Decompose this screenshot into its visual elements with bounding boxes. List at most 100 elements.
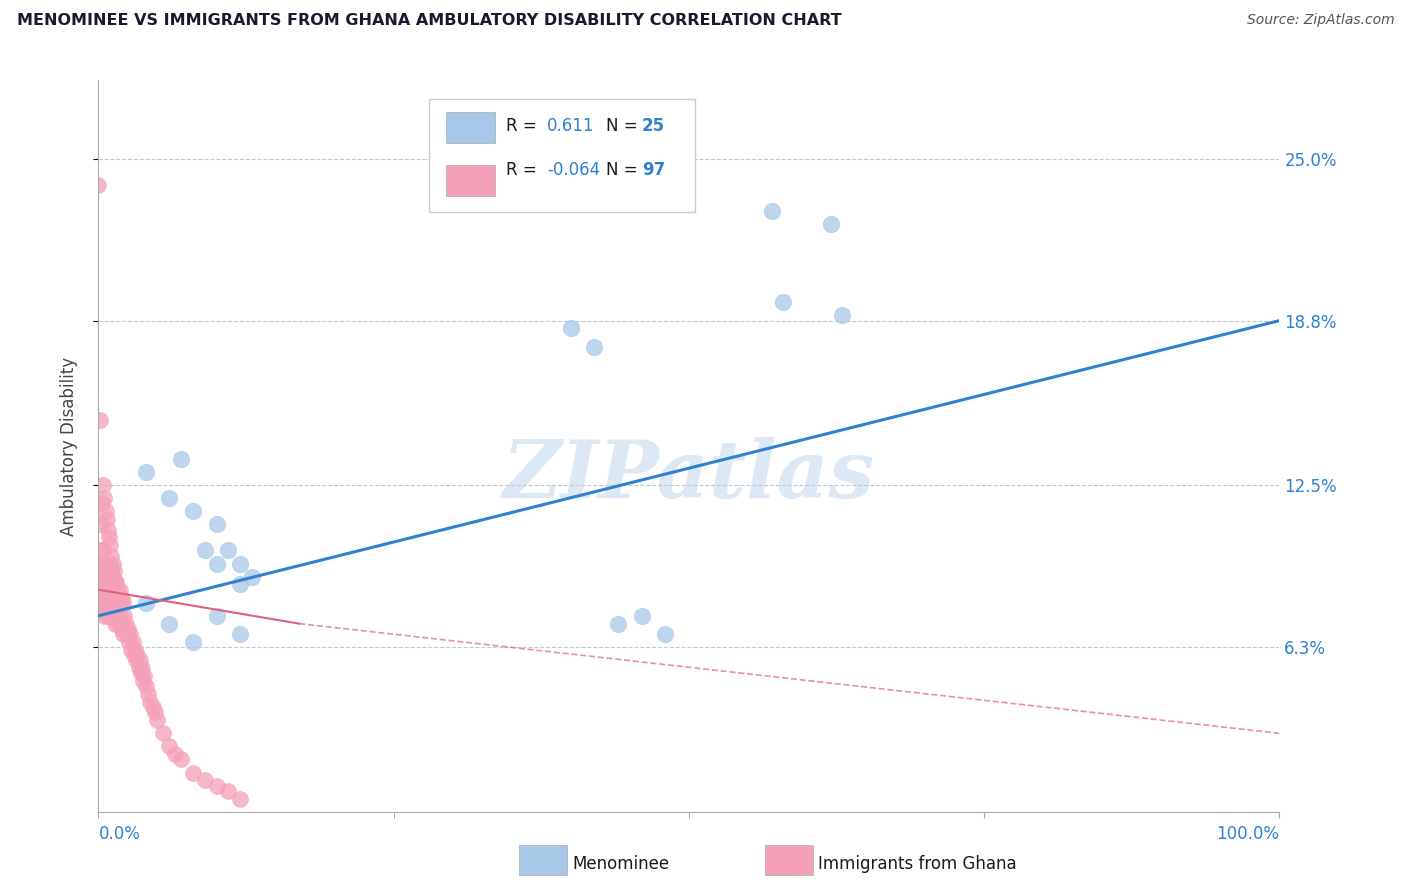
Point	[98, 557, 121, 571]
Point	[129, 666, 152, 681]
Point	[181, 635, 204, 649]
Point	[103, 608, 125, 623]
Point	[108, 608, 131, 623]
Point	[139, 695, 162, 709]
Point	[89, 413, 111, 427]
Point	[97, 608, 120, 623]
Text: Source: ZipAtlas.com: Source: ZipAtlas.com	[1247, 13, 1395, 28]
Text: -0.064: -0.064	[547, 161, 600, 178]
Text: 100.0%: 100.0%	[1216, 825, 1279, 843]
Point	[194, 773, 217, 788]
Text: MENOMINEE VS IMMIGRANTS FROM GHANA AMBULATORY DISABILITY CORRELATION CHART: MENOMINEE VS IMMIGRANTS FROM GHANA AMBUL…	[17, 13, 842, 29]
Point	[93, 608, 115, 623]
Point	[97, 523, 120, 537]
Point	[170, 752, 193, 766]
Point	[105, 601, 128, 615]
Point	[135, 596, 157, 610]
Point	[560, 321, 582, 335]
Point	[114, 616, 136, 631]
Text: N =: N =	[606, 161, 638, 178]
Point	[157, 739, 180, 754]
Text: Immigrants from Ghana: Immigrants from Ghana	[818, 855, 1017, 872]
Point	[205, 517, 228, 532]
Point	[101, 569, 124, 583]
Point	[91, 606, 114, 620]
Point	[89, 565, 111, 579]
FancyBboxPatch shape	[429, 99, 695, 212]
Point	[89, 596, 111, 610]
Point	[93, 574, 115, 589]
Point	[128, 661, 150, 675]
Point	[217, 784, 239, 798]
Point	[96, 557, 118, 571]
Point	[101, 557, 124, 571]
Point	[128, 653, 150, 667]
Text: Menominee: Menominee	[572, 855, 669, 872]
Point	[111, 622, 134, 636]
Point	[98, 574, 121, 589]
Point	[205, 779, 228, 793]
Point	[90, 517, 112, 532]
Text: 0.611: 0.611	[547, 117, 595, 135]
Point	[98, 538, 121, 552]
Point	[761, 203, 783, 218]
Point	[96, 512, 118, 526]
Point	[103, 565, 125, 579]
Point	[98, 591, 121, 605]
Point	[125, 653, 148, 667]
Text: R =: R =	[506, 117, 537, 135]
Point	[98, 530, 121, 544]
Point	[152, 726, 174, 740]
Point	[136, 687, 159, 701]
Point	[97, 582, 120, 597]
Point	[104, 591, 127, 605]
Point	[103, 574, 125, 589]
Point	[143, 706, 166, 720]
Point	[831, 309, 853, 323]
Point	[654, 627, 676, 641]
Point	[93, 557, 115, 571]
Point	[205, 557, 228, 571]
Text: N =: N =	[606, 117, 638, 135]
Point	[820, 217, 842, 231]
Point	[229, 557, 252, 571]
Text: 25: 25	[641, 117, 665, 135]
Point	[87, 178, 110, 192]
Point	[91, 496, 114, 510]
Point	[112, 596, 135, 610]
Point	[120, 627, 142, 641]
Point	[229, 627, 252, 641]
Point	[772, 295, 794, 310]
FancyBboxPatch shape	[446, 165, 495, 196]
Point	[229, 577, 252, 591]
Point	[117, 622, 139, 636]
Point	[90, 557, 112, 571]
Point	[135, 465, 157, 479]
Point	[100, 549, 122, 563]
Point	[112, 608, 135, 623]
Point	[107, 591, 129, 605]
Point	[124, 642, 146, 657]
FancyBboxPatch shape	[446, 112, 495, 144]
Point	[181, 765, 204, 780]
Point	[91, 591, 114, 605]
Point	[101, 596, 124, 610]
Point	[105, 608, 128, 623]
Point	[115, 627, 138, 641]
Point	[93, 491, 115, 506]
Point	[91, 569, 114, 583]
Point	[104, 616, 127, 631]
Point	[107, 616, 129, 631]
Point	[108, 582, 131, 597]
Point	[94, 601, 117, 615]
Point	[157, 616, 180, 631]
Text: 97: 97	[641, 161, 665, 178]
Point	[91, 543, 114, 558]
Point	[91, 601, 114, 615]
Point	[97, 565, 120, 579]
Point	[118, 635, 141, 649]
Point	[205, 608, 228, 623]
Point	[100, 591, 122, 605]
Point	[105, 582, 128, 597]
Point	[217, 543, 239, 558]
